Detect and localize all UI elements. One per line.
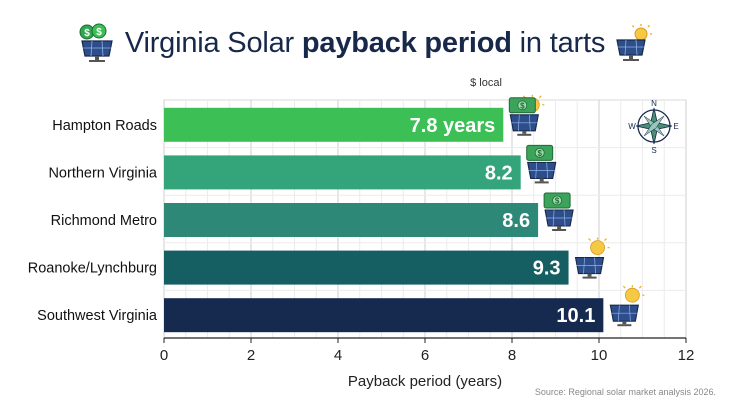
money-solar-panel-icon: $ $ (79, 23, 113, 62)
x-tick-label: 12 (678, 347, 695, 364)
chart-title: $ $ Virginia Solar payback period in tar… (0, 18, 730, 68)
compass-rose-icon: N S E W (628, 99, 678, 155)
sun-shape (624, 287, 640, 303)
x-tick-label: 10 (591, 347, 608, 364)
category-label: Northern Virginia (48, 165, 157, 181)
category-label: Hampton Roads (52, 118, 157, 134)
x-tick-label: 0 (160, 347, 168, 364)
x-tick-label: 6 (421, 347, 429, 364)
title-text: Virginia Solar payback period in tarts (124, 26, 606, 59)
bar-value-label: 8.6 (502, 210, 530, 232)
bar (164, 298, 604, 333)
panel-base (534, 181, 549, 184)
bar (164, 155, 521, 190)
bar-value-label: 8.2 (485, 162, 513, 184)
panel-stand (587, 273, 592, 277)
compass-e: E (673, 122, 678, 131)
category-label: Southwest Virginia (37, 308, 158, 324)
money-solar-panel-icon: $ (543, 192, 574, 231)
panel-stand (622, 321, 627, 325)
banknote-center (517, 100, 528, 111)
bar-value-label: 9.3 (533, 258, 561, 280)
sun-shape (590, 240, 605, 256)
x-tick-label: 2 (247, 347, 255, 364)
panel-base (517, 133, 532, 136)
banknote-center (534, 147, 545, 158)
bar (164, 203, 539, 237)
panel-base (552, 229, 567, 231)
panel-stand (539, 178, 544, 182)
solar-panel-sun-icon (616, 24, 653, 61)
sun-ray (588, 238, 592, 242)
compass-n: N (651, 99, 657, 108)
compass-s: S (651, 146, 656, 155)
bar-value-label: 10.1 (556, 305, 595, 327)
svg-text:$: $ (96, 27, 102, 38)
sun-ray (622, 285, 626, 289)
x-tick-label: 4 (334, 347, 342, 364)
bar (164, 107, 504, 142)
money-solar-panel-icon: $ (526, 144, 557, 184)
sun-ray (638, 285, 642, 289)
panel-base (582, 276, 597, 279)
x-tick-label: 8 (508, 347, 516, 364)
x-tick-labels: 0 2 4 6 8 10 12 (160, 338, 695, 364)
category-labels: Hampton Roads Northern Virginia Richmond M… (28, 118, 158, 324)
dollar-glyph: $ (555, 197, 560, 206)
dollar-glyph: $ (537, 149, 542, 158)
sun-ray (604, 238, 608, 242)
banknote-center (552, 195, 562, 206)
bar (164, 250, 569, 285)
panel-stand (557, 226, 562, 229)
bar-value-label: 7.8 years (410, 115, 496, 137)
x-axis-label: Payback period (years) (348, 373, 502, 390)
compass-w: W (628, 122, 636, 131)
panel-base (617, 324, 632, 327)
dollar-glyph: $ (520, 101, 525, 110)
money-solar-panel-sun-icon: $ (508, 94, 545, 136)
local-money-annotation: $ local (470, 77, 502, 89)
source-note: Source: Regional solar market analysis 2… (534, 387, 716, 397)
sun-ray (538, 95, 542, 99)
bars: 7.8 years 8.2 8.6 9.3 10.1 (164, 107, 604, 333)
solar-panel-sun-icon (609, 285, 645, 327)
svg-text:$: $ (84, 28, 90, 39)
category-label: Roanoke/Lynchburg (28, 261, 157, 277)
category-label: Richmond Metro (51, 213, 157, 229)
bar-icons: $ $ $ (508, 94, 645, 327)
solar-panel-sun-icon (574, 237, 610, 279)
panel-stand (522, 130, 527, 134)
